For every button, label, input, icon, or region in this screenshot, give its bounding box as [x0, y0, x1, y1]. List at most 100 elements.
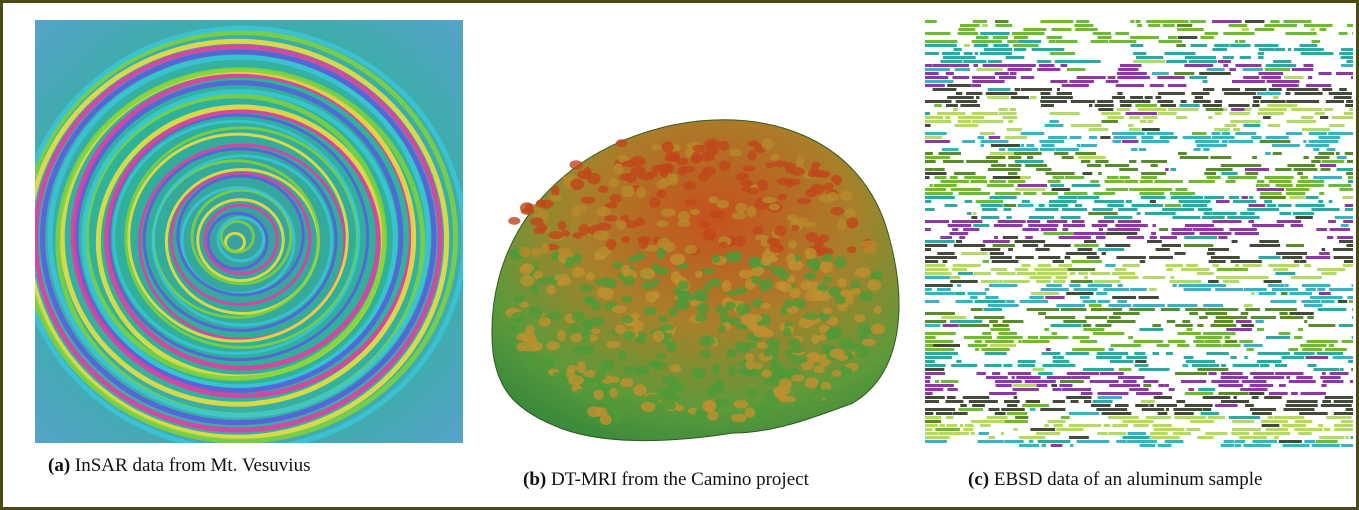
texture — [571, 207, 580, 217]
texture — [925, 100, 952, 103]
texture — [1233, 364, 1259, 367]
texture — [995, 20, 1009, 23]
texture — [964, 336, 992, 339]
texture — [925, 268, 948, 271]
texture — [1216, 200, 1230, 203]
texture — [1141, 160, 1167, 163]
texture — [1223, 280, 1239, 283]
texture — [1070, 272, 1075, 275]
texture — [943, 56, 976, 59]
texture — [1303, 140, 1306, 143]
texture — [1097, 352, 1128, 355]
texture — [934, 176, 946, 179]
texture — [1139, 368, 1170, 371]
texture — [1218, 392, 1248, 395]
texture — [1135, 364, 1149, 367]
texture — [1206, 168, 1233, 171]
texture — [1233, 200, 1256, 203]
texture — [1130, 36, 1159, 39]
texture — [1101, 112, 1120, 115]
texture — [1193, 100, 1211, 103]
texture — [1072, 220, 1085, 223]
texture — [925, 388, 943, 391]
texture — [1174, 252, 1185, 255]
texture — [700, 350, 711, 358]
texture — [1150, 436, 1179, 439]
texture — [1260, 140, 1291, 143]
texture — [1118, 68, 1138, 71]
texture — [940, 60, 962, 63]
texture — [1223, 56, 1234, 59]
texture — [1221, 372, 1243, 375]
texture — [1135, 360, 1146, 363]
texture — [952, 268, 967, 271]
texture — [952, 76, 969, 79]
texture — [581, 197, 596, 204]
texture — [731, 414, 747, 423]
texture — [1329, 124, 1344, 127]
texture — [1302, 128, 1330, 131]
texture — [925, 84, 945, 87]
texture — [806, 232, 818, 242]
texture — [925, 300, 939, 303]
texture — [974, 340, 981, 343]
caption: (a) InSAR data from Mt. Vesuvius — [48, 451, 468, 480]
texture — [1268, 416, 1273, 419]
texture — [756, 414, 764, 421]
texture — [1313, 176, 1342, 179]
panel-label: (a) — [48, 455, 70, 476]
texture — [1037, 60, 1051, 63]
texture — [1078, 156, 1105, 159]
texture — [971, 308, 983, 311]
texture — [925, 276, 950, 279]
texture — [1228, 176, 1257, 179]
texture — [951, 188, 981, 191]
texture — [1015, 416, 1028, 419]
texture — [1027, 308, 1060, 311]
texture — [1072, 348, 1105, 351]
texture — [963, 228, 979, 231]
texture — [1109, 384, 1140, 387]
texture — [1294, 352, 1315, 355]
texture — [952, 412, 967, 415]
texture — [1239, 40, 1245, 43]
texture — [999, 332, 1017, 335]
texture — [519, 264, 532, 275]
texture — [1296, 376, 1312, 379]
texture — [993, 244, 1015, 247]
texture — [975, 52, 978, 55]
texture — [1036, 384, 1047, 387]
panel-label: (c) — [968, 469, 989, 490]
texture — [1160, 20, 1188, 23]
texture — [1319, 72, 1332, 75]
texture — [1120, 104, 1131, 107]
texture — [1028, 224, 1058, 227]
texture — [658, 316, 668, 322]
texture — [1096, 408, 1127, 411]
texture — [925, 116, 943, 119]
texture — [1096, 292, 1107, 295]
texture — [972, 40, 1002, 43]
texture — [1089, 104, 1092, 107]
texture — [978, 440, 1004, 443]
texture — [983, 260, 989, 263]
texture — [1231, 108, 1244, 111]
texture — [677, 411, 686, 419]
texture — [952, 220, 982, 223]
texture — [1294, 428, 1322, 431]
texture — [950, 64, 969, 67]
texture — [616, 220, 627, 229]
texture — [1294, 92, 1322, 95]
texture — [1175, 188, 1187, 191]
texture — [1205, 340, 1221, 343]
texture — [1242, 380, 1267, 383]
texture — [1282, 424, 1306, 427]
texture — [1083, 300, 1096, 303]
texture — [1300, 344, 1326, 347]
texture — [1065, 176, 1084, 179]
texture — [972, 404, 985, 407]
texture — [1155, 96, 1161, 99]
texture — [925, 176, 930, 179]
texture — [1013, 428, 1017, 431]
texture — [1007, 404, 1017, 407]
